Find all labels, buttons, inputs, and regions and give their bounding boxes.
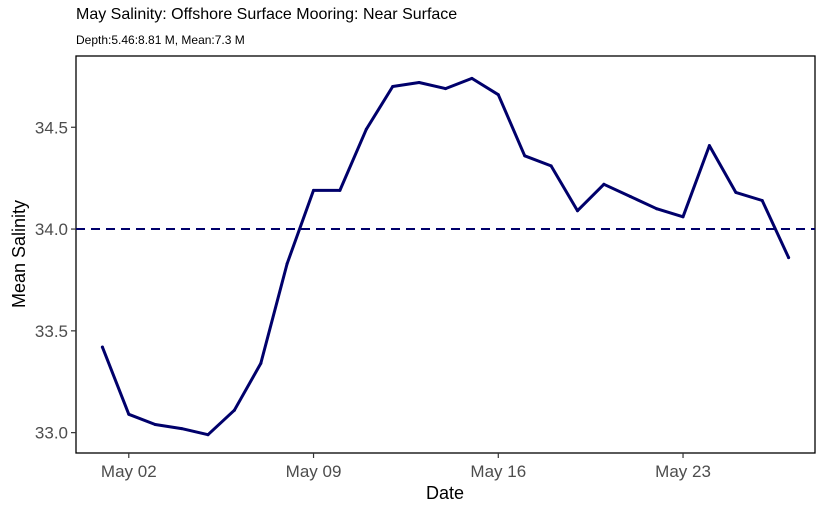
data-point bbox=[549, 164, 553, 168]
chart-subtitle: Depth:5.46:8.81 M, Mean:7.3 M bbox=[76, 33, 245, 47]
data-point bbox=[285, 262, 289, 266]
data-point bbox=[496, 93, 500, 97]
data-point bbox=[576, 209, 579, 213]
plot-panel bbox=[75, 55, 816, 454]
data-point bbox=[734, 190, 738, 194]
data-point bbox=[602, 182, 606, 186]
y-tick-label: 34.0 bbox=[35, 220, 68, 239]
data-point bbox=[391, 85, 395, 88]
data-point bbox=[707, 144, 711, 148]
y-tick-label: 34.5 bbox=[35, 118, 68, 137]
x-tick-label: May 23 bbox=[655, 462, 711, 481]
x-axis-title: Date bbox=[426, 483, 464, 503]
x-tick-label: May 09 bbox=[286, 462, 342, 481]
data-point bbox=[153, 423, 157, 426]
data-point bbox=[100, 345, 104, 349]
y-axis-title: Mean Salinity bbox=[9, 200, 29, 308]
data-point bbox=[232, 408, 236, 412]
chart-title: May Salinity: Offshore Surface Mooring: … bbox=[76, 6, 458, 23]
x-tick-label: May 16 bbox=[470, 462, 526, 481]
data-point bbox=[180, 427, 184, 431]
y-tick-label: 33.5 bbox=[35, 322, 68, 341]
y-tick-label: 33.0 bbox=[35, 424, 68, 443]
data-point bbox=[655, 207, 659, 211]
data-point bbox=[312, 188, 315, 192]
data-point bbox=[470, 76, 474, 80]
data-point bbox=[444, 87, 447, 91]
data-point bbox=[787, 256, 791, 260]
data-point bbox=[628, 195, 632, 198]
data-point bbox=[523, 154, 527, 158]
data-point bbox=[417, 81, 421, 84]
data-point bbox=[364, 127, 368, 131]
data-point bbox=[206, 433, 210, 437]
data-point bbox=[681, 215, 685, 219]
data-point bbox=[338, 188, 342, 192]
data-point bbox=[127, 412, 131, 416]
data-point bbox=[760, 199, 764, 202]
data-point bbox=[259, 361, 263, 365]
x-tick-label: May 02 bbox=[101, 462, 157, 481]
